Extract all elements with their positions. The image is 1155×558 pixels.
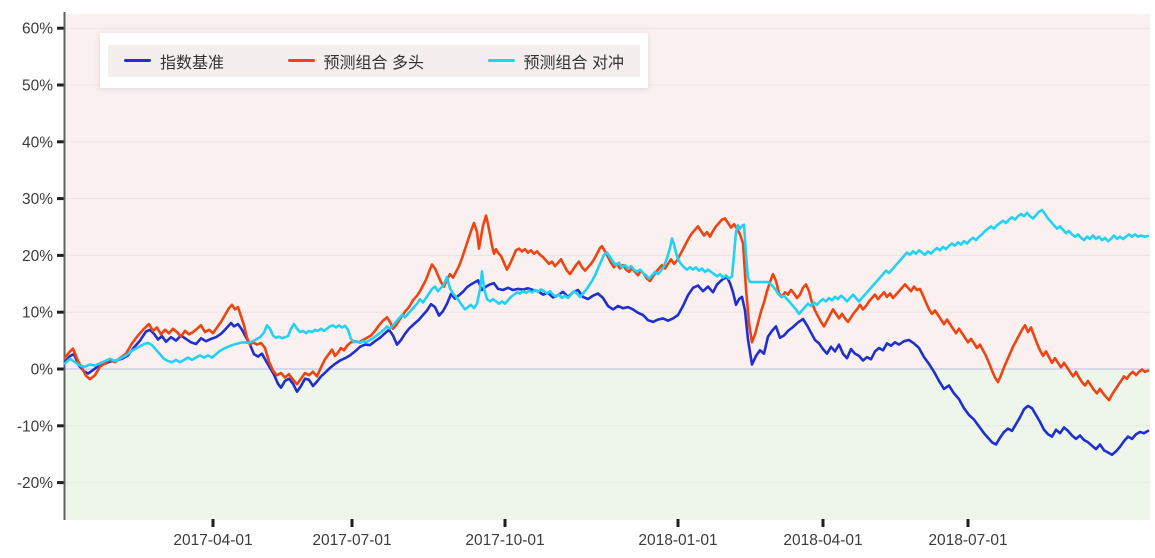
legend-label-benchmark: 指数基准 <box>160 54 225 72</box>
legend-strip: 指数基准 预测组合 多头 预测组合 对冲 <box>108 44 640 77</box>
legend: 指数基准 预测组合 多头 预测组合 对冲 <box>100 33 648 88</box>
legend-item-long[interactable]: 预测组合 多头 <box>287 49 424 73</box>
hedge-line-swatch-icon <box>487 58 515 63</box>
y-tick-label: 0% <box>31 362 54 379</box>
y-tick-label: -20% <box>17 475 53 492</box>
legend-label-long: 预测组合 多头 <box>323 54 424 72</box>
y-tick-label: 20% <box>22 248 53 265</box>
x-tick-label: 2018-04-01 <box>783 532 862 549</box>
y-tick-label: -10% <box>17 418 53 435</box>
x-tick-label: 2017-07-01 <box>312 532 391 549</box>
y-tick-label: 40% <box>22 134 53 151</box>
x-tick-label: 2017-10-01 <box>465 532 544 549</box>
benchmark-line-swatch-icon <box>124 58 151 63</box>
y-tick-label: 30% <box>22 191 53 208</box>
series-line-0 <box>63 275 1150 457</box>
long-line-swatch-icon <box>287 58 315 63</box>
x-tick-label: 2018-01-01 <box>638 532 717 549</box>
y-tick-label: 50% <box>22 78 53 95</box>
x-tick-label: 2017-04-01 <box>173 532 252 549</box>
legend-item-hedge[interactable]: 预测组合 对冲 <box>487 49 624 73</box>
legend-item-benchmark[interactable]: 指数基准 <box>124 49 224 73</box>
y-tick-label: 10% <box>22 305 53 322</box>
y-tick-label: 60% <box>22 21 53 38</box>
x-tick-label: 2018-07-01 <box>928 532 1007 549</box>
legend-label-hedge: 预测组合 对冲 <box>523 54 624 72</box>
plot-area-negative <box>65 369 1150 520</box>
series-line-2 <box>63 208 1150 369</box>
